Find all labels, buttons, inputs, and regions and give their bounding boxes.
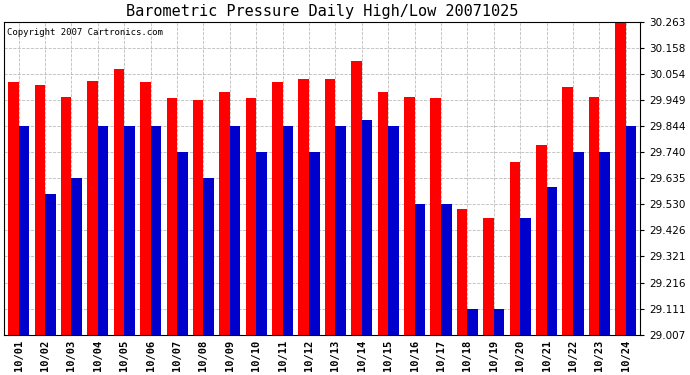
- Bar: [467, 309, 478, 335]
- Bar: [589, 97, 600, 335]
- Title: Barometric Pressure Daily High/Low 20071025: Barometric Pressure Daily High/Low 20071…: [126, 4, 518, 19]
- Bar: [45, 194, 56, 335]
- Bar: [483, 218, 494, 335]
- Bar: [219, 92, 230, 335]
- Bar: [377, 92, 388, 335]
- Bar: [546, 187, 557, 335]
- Bar: [441, 204, 451, 335]
- Bar: [520, 218, 531, 335]
- Bar: [204, 178, 214, 335]
- Bar: [309, 152, 319, 335]
- Bar: [573, 152, 584, 335]
- Bar: [457, 209, 467, 335]
- Bar: [124, 126, 135, 335]
- Bar: [600, 152, 610, 335]
- Bar: [415, 204, 425, 335]
- Bar: [510, 162, 520, 335]
- Bar: [335, 126, 346, 335]
- Bar: [362, 120, 373, 335]
- Bar: [246, 98, 256, 335]
- Bar: [72, 178, 82, 335]
- Bar: [431, 98, 441, 335]
- Bar: [299, 79, 309, 335]
- Bar: [536, 145, 546, 335]
- Bar: [626, 126, 636, 335]
- Bar: [19, 126, 29, 335]
- Bar: [114, 69, 124, 335]
- Bar: [388, 126, 399, 335]
- Bar: [230, 126, 240, 335]
- Bar: [404, 97, 415, 335]
- Bar: [193, 100, 204, 335]
- Bar: [615, 22, 626, 335]
- Bar: [34, 85, 45, 335]
- Bar: [150, 126, 161, 335]
- Bar: [140, 82, 150, 335]
- Bar: [8, 82, 19, 335]
- Bar: [177, 152, 188, 335]
- Bar: [88, 81, 98, 335]
- Bar: [256, 152, 267, 335]
- Text: Copyright 2007 Cartronics.com: Copyright 2007 Cartronics.com: [8, 28, 164, 37]
- Bar: [562, 87, 573, 335]
- Bar: [325, 79, 335, 335]
- Bar: [98, 126, 108, 335]
- Bar: [283, 126, 293, 335]
- Bar: [272, 82, 283, 335]
- Bar: [61, 97, 72, 335]
- Bar: [166, 98, 177, 335]
- Bar: [351, 61, 362, 335]
- Bar: [494, 309, 504, 335]
